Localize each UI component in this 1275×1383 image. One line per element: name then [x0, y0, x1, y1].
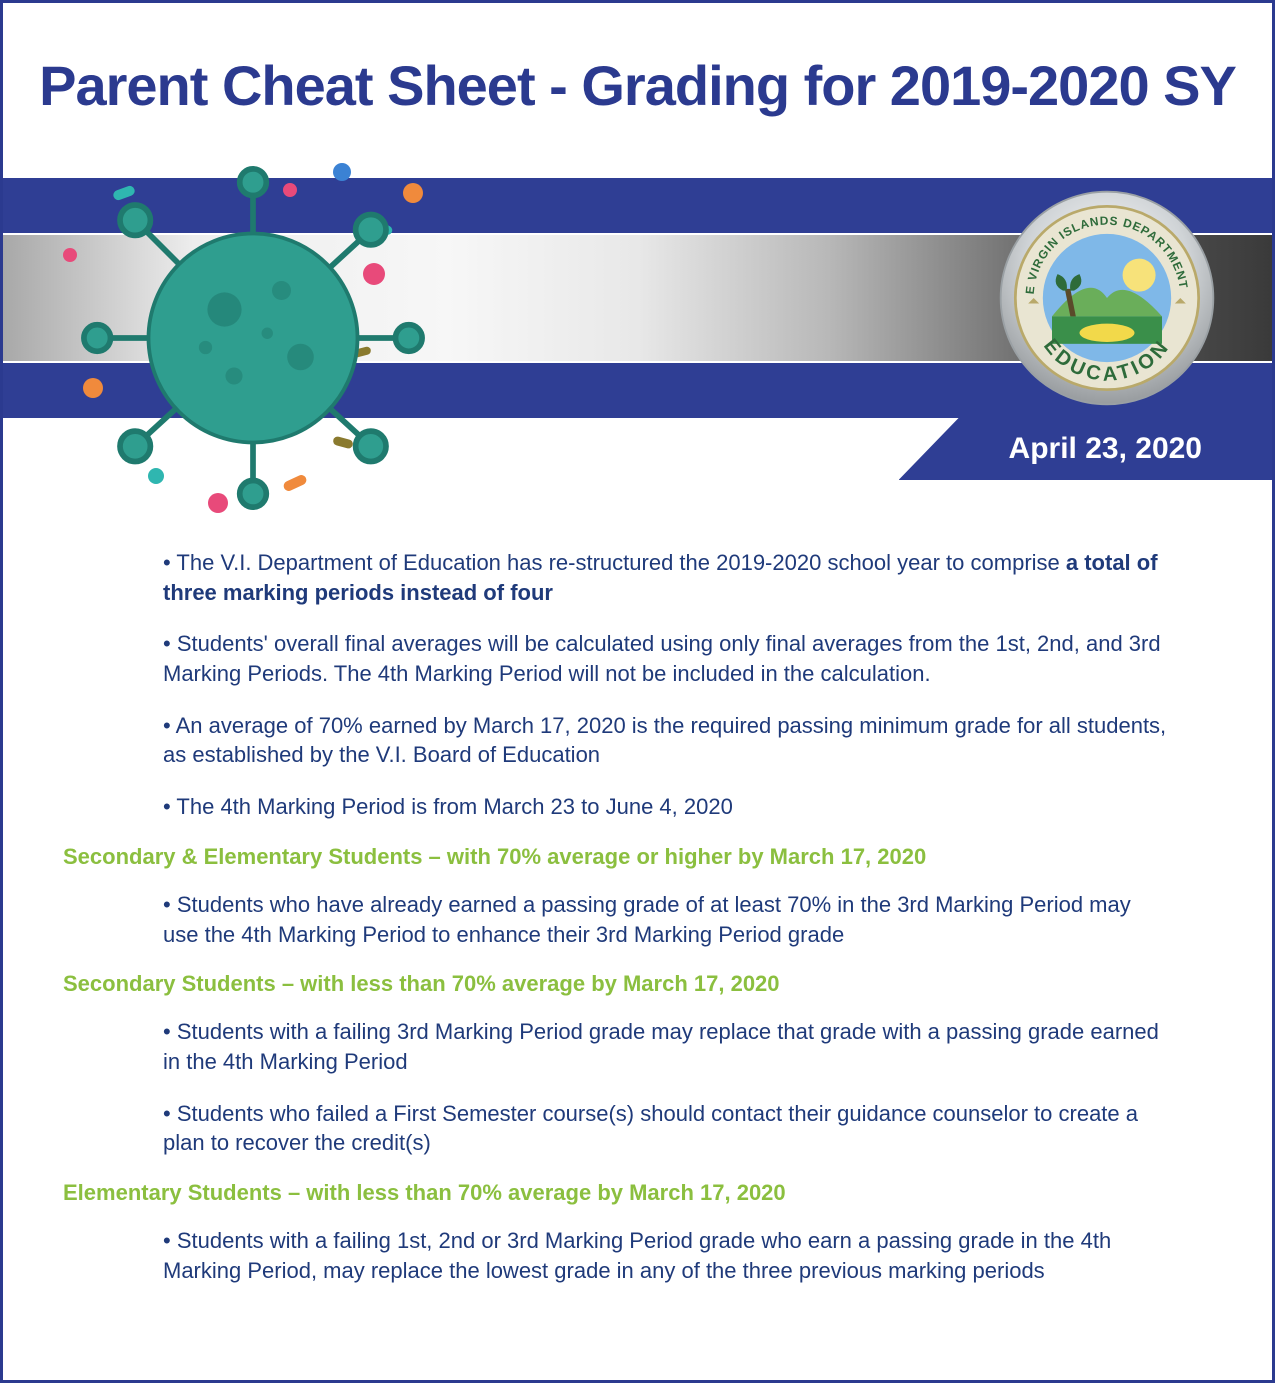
bullet-text: An average of 70% earned by March 17, 20…: [163, 713, 1166, 768]
section-bullets: Students with a failing 3rd Marking Peri…: [163, 1017, 1172, 1158]
page-title: Parent Cheat Sheet - Grading for 2019-20…: [3, 53, 1272, 118]
bullet-item: Students who have already earned a passi…: [163, 890, 1172, 949]
bullet-text: Students who have already earned a passi…: [163, 892, 1131, 947]
bullet-item: Students with a failing 3rd Marking Peri…: [163, 1017, 1172, 1076]
section-heading: Secondary Students – with less than 70% …: [63, 971, 1212, 997]
bullet-text: Students with a failing 1st, 2nd or 3rd …: [163, 1228, 1111, 1283]
section-bullets: Students with a failing 1st, 2nd or 3rd …: [163, 1226, 1172, 1285]
section-bullets: Students who have already earned a passi…: [163, 890, 1172, 949]
bullet-text: The 4th Marking Period is from March 23 …: [176, 794, 732, 819]
date-tab: April 23, 2020: [899, 418, 1272, 480]
bullet-text: Students' overall final averages will be…: [163, 631, 1161, 686]
virus-icon: [63, 148, 443, 528]
bullet-item: Students' overall final averages will be…: [163, 629, 1172, 688]
date-label: April 23, 2020: [899, 418, 1272, 480]
intro-bullets: The V.I. Department of Education has re-…: [163, 548, 1172, 822]
page: Parent Cheat Sheet - Grading for 2019-20…: [0, 0, 1275, 1383]
content-body: The V.I. Department of Education has re-…: [3, 548, 1272, 1367]
bullet-text: Students with a failing 3rd Marking Peri…: [163, 1019, 1159, 1074]
bullet-item: Students who failed a First Semester cou…: [163, 1099, 1172, 1158]
bullet-item: An average of 70% earned by March 17, 20…: [163, 711, 1172, 770]
section-heading: Elementary Students – with less than 70%…: [63, 1180, 1212, 1206]
bullet-item: Students with a failing 1st, 2nd or 3rd …: [163, 1226, 1172, 1285]
bullet-text: Students who failed a First Semester cou…: [163, 1101, 1138, 1156]
banner: THE VIRGIN ISLANDS DEPARTMENT OF EDUCATI…: [3, 148, 1272, 428]
bullet-text: The V.I. Department of Education has re-…: [176, 550, 1065, 575]
section-heading: Secondary & Elementary Students – with 7…: [63, 844, 1212, 870]
bullet-item: The 4th Marking Period is from March 23 …: [163, 792, 1172, 822]
bullet-item: The V.I. Department of Education has re-…: [163, 548, 1172, 607]
education-seal-icon: THE VIRGIN ISLANDS DEPARTMENT OF EDUCATI…: [997, 188, 1217, 408]
